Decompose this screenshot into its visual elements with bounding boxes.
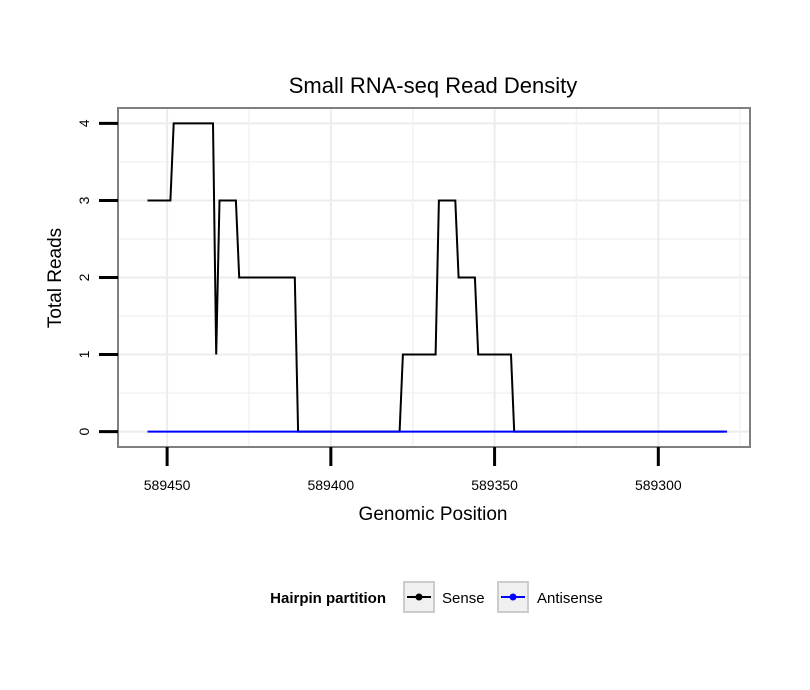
x-tick-label: 589400 xyxy=(307,477,354,493)
chart-title: Small RNA-seq Read Density xyxy=(289,73,578,98)
legend-dot-sense xyxy=(415,593,423,601)
y-tick-label: 4 xyxy=(76,119,92,127)
legend: Hairpin partition Sense Antisense xyxy=(270,581,603,613)
y-tick-label: 2 xyxy=(76,273,92,281)
x-tick-label: 589350 xyxy=(471,477,518,493)
y-tick-label: 1 xyxy=(76,350,92,358)
legend-title: Hairpin partition xyxy=(270,590,386,607)
y-axis: 0 1 2 3 4 xyxy=(76,119,118,435)
y-axis-title: Total Reads xyxy=(45,228,66,328)
series-line-sense xyxy=(147,122,724,433)
legend-label-antisense: Antisense xyxy=(537,590,603,607)
legend-dot-antisense xyxy=(509,593,517,601)
series-group xyxy=(147,122,728,433)
y-tick-label: 0 xyxy=(76,427,92,435)
legend-label-sense: Sense xyxy=(442,590,485,607)
x-tick-label: 589450 xyxy=(144,477,191,493)
x-axis: 589450 589400 589350 589300 xyxy=(144,447,682,493)
x-tick-label: 589300 xyxy=(635,477,682,493)
y-tick-label: 3 xyxy=(76,196,92,204)
x-axis-title: Genomic Position xyxy=(359,504,508,525)
